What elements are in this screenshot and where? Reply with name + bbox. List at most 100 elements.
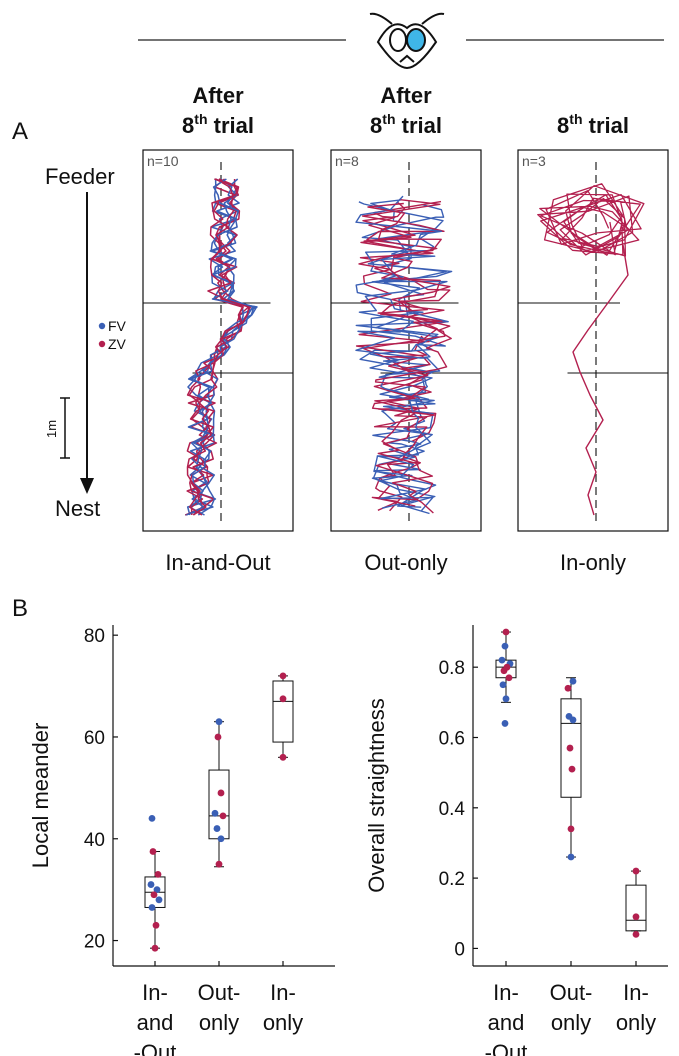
data-point bbox=[564, 684, 572, 692]
data-point bbox=[213, 825, 221, 832]
panel-caption: In-only bbox=[560, 550, 626, 575]
panel-frame bbox=[142, 149, 294, 532]
x-tick-label: -Out bbox=[485, 1040, 528, 1056]
y-tick-label: 20 bbox=[84, 932, 105, 953]
panel-title-line1: After bbox=[192, 83, 244, 108]
trajectories bbox=[537, 183, 645, 516]
trajectory-path bbox=[355, 200, 449, 512]
data-point bbox=[502, 628, 510, 636]
box bbox=[625, 884, 647, 932]
y-tick-label: 0.4 bbox=[439, 799, 466, 820]
trajectory-panel-3: 8th trial n=3 In-only bbox=[517, 111, 669, 575]
trajectory-path bbox=[187, 178, 244, 516]
data-point bbox=[499, 681, 507, 689]
x-tick-label: Out- bbox=[198, 980, 241, 1005]
x-tick-label: only bbox=[616, 1010, 656, 1035]
data-point bbox=[567, 825, 575, 833]
data-point bbox=[501, 642, 509, 650]
trajectory-path bbox=[187, 178, 252, 516]
trajectory-path bbox=[358, 202, 452, 514]
data-point bbox=[498, 656, 506, 664]
scale-bar-label: 1m bbox=[44, 420, 59, 438]
panel-b-label: B bbox=[12, 595, 28, 622]
panel-n-label: n=8 bbox=[335, 153, 359, 169]
data-point bbox=[632, 867, 640, 875]
x-tick-label: In- bbox=[623, 980, 649, 1005]
trajectory-panel-2: After 8th trial n=8 Out-only bbox=[330, 83, 482, 575]
trajectories bbox=[355, 195, 453, 515]
data-point bbox=[279, 695, 287, 703]
data-point bbox=[147, 881, 155, 888]
data-point bbox=[150, 891, 158, 899]
data-point bbox=[501, 720, 509, 727]
data-point bbox=[217, 835, 225, 843]
y-tick-label: 60 bbox=[84, 728, 105, 749]
legend: FV ZV bbox=[98, 318, 127, 352]
data-point bbox=[569, 716, 577, 724]
data-point bbox=[217, 789, 225, 797]
data-point bbox=[566, 744, 574, 752]
y-tick-label: 40 bbox=[84, 830, 105, 851]
trajectory-path bbox=[572, 244, 629, 516]
panel-title-line2: 8th trial bbox=[182, 111, 254, 138]
y-tick-label: 80 bbox=[84, 626, 105, 647]
panel-caption: In-and-Out bbox=[165, 550, 270, 575]
data-point bbox=[219, 812, 227, 820]
data-point bbox=[148, 904, 156, 911]
y-tick-label: 0.2 bbox=[439, 869, 465, 890]
data-point bbox=[153, 886, 161, 894]
scale-bar: 1m bbox=[44, 397, 70, 459]
y-axis-label: Local meander bbox=[28, 723, 53, 869]
box bbox=[272, 680, 294, 743]
box bbox=[560, 698, 582, 798]
panel-frame bbox=[517, 149, 669, 532]
data-point bbox=[568, 765, 576, 773]
legend-zv-label: ZV bbox=[108, 336, 127, 352]
x-tick-label: In- bbox=[270, 980, 296, 1005]
data-point bbox=[152, 921, 160, 929]
feeder-label: Feeder bbox=[45, 164, 115, 189]
data-point bbox=[632, 913, 640, 921]
x-tick-label: and bbox=[488, 1010, 525, 1035]
data-point bbox=[215, 718, 223, 726]
x-tick-label: In- bbox=[142, 980, 168, 1005]
trajectory-path bbox=[355, 195, 448, 512]
data-point bbox=[211, 809, 219, 817]
panel-title-line2: 8th trial bbox=[557, 111, 629, 138]
data-point bbox=[154, 870, 162, 878]
header-logo bbox=[138, 12, 664, 70]
data-point bbox=[214, 733, 222, 741]
y-tick-label: 0.6 bbox=[439, 728, 465, 749]
data-point bbox=[500, 667, 508, 675]
data-point bbox=[505, 674, 513, 682]
data-point bbox=[502, 695, 510, 703]
panel-n-label: n=10 bbox=[147, 153, 179, 169]
data-point bbox=[155, 896, 163, 904]
data-point bbox=[632, 930, 640, 938]
data-point bbox=[149, 848, 157, 855]
y-axis-label: Overall straightness bbox=[364, 698, 389, 892]
trajectory-path bbox=[355, 201, 449, 509]
data-point bbox=[151, 944, 159, 952]
chart-overall-straightness: 0 0.2 0.4 0.6 0.8 Overall straightness In-and -… bbox=[364, 625, 668, 1056]
data-point bbox=[279, 672, 287, 680]
nest-label: Nest bbox=[55, 496, 100, 521]
panel-frame bbox=[330, 149, 482, 532]
y-tick-label: 0 bbox=[454, 939, 465, 960]
trajectory-path bbox=[186, 178, 258, 516]
legend-fv-label: FV bbox=[108, 318, 127, 334]
x-tick-label: and bbox=[137, 1010, 174, 1035]
x-tick-label: In- bbox=[493, 980, 519, 1005]
x-tick-label: only bbox=[199, 1010, 239, 1035]
x-tick-label: Out- bbox=[550, 980, 593, 1005]
trajectory-path bbox=[185, 179, 244, 516]
chart-local-meander: 20 40 60 80 Local meander In-and -Out Out-only I… bbox=[28, 625, 335, 1056]
x-tick-label: -Out bbox=[134, 1040, 177, 1056]
axis-arrowhead bbox=[80, 478, 94, 494]
x-tick-label: only bbox=[263, 1010, 303, 1035]
panel-caption: Out-only bbox=[364, 550, 447, 575]
trajectory-path bbox=[186, 178, 250, 516]
data-point bbox=[567, 853, 575, 861]
